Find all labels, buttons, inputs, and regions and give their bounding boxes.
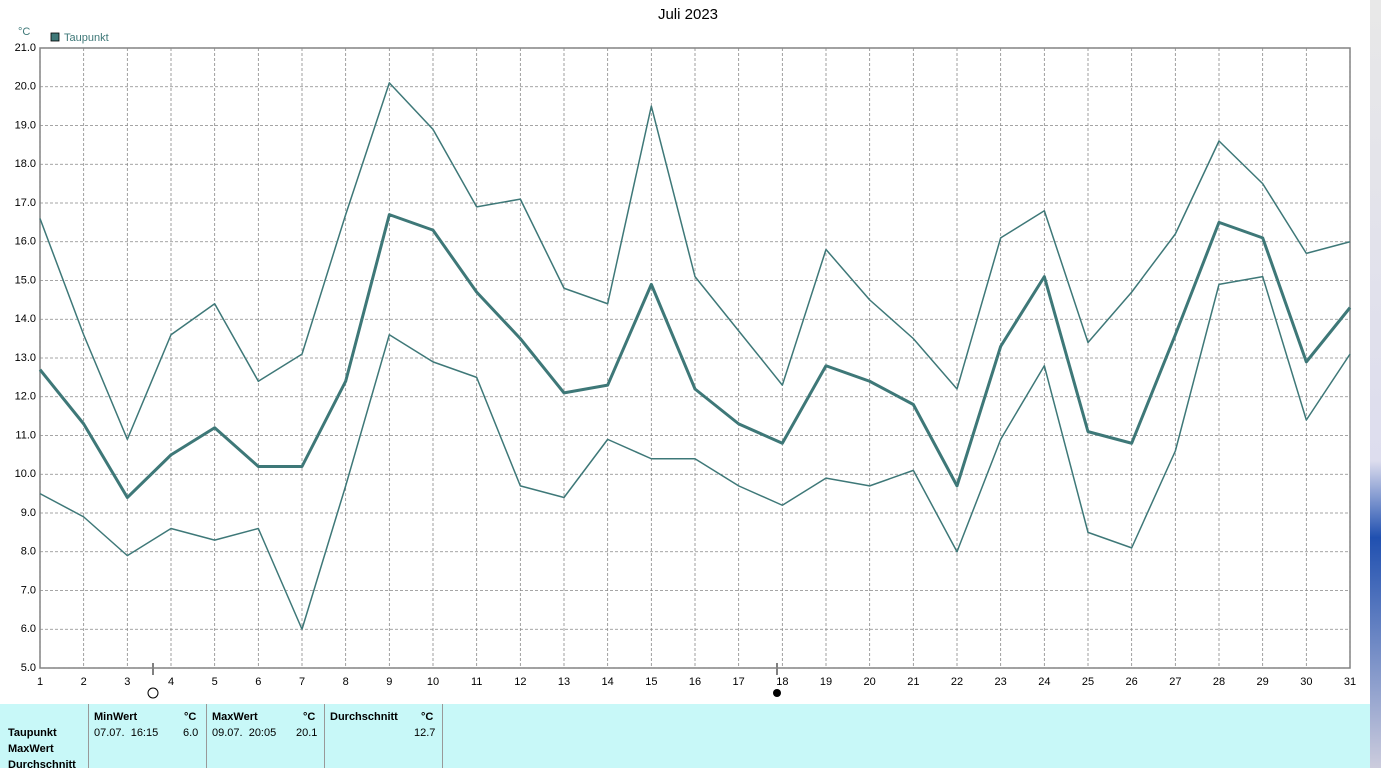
data-line <box>39 275 1351 630</box>
x-tick-label: 30 <box>1300 676 1312 688</box>
y-tick-label: 6.0 <box>21 623 36 635</box>
cell: 6.0 <box>183 727 199 739</box>
data-line <box>39 82 1351 441</box>
x-tick-label: 31 <box>1344 676 1356 688</box>
cell: 09.07. 20:05 <box>212 727 277 739</box>
y-tick-label: 11.0 <box>15 429 36 441</box>
separator <box>88 704 89 768</box>
stats-table: MinWert °C MaxWert °C Durchschnitt °C Ta… <box>0 704 1370 771</box>
cell: 12.7 <box>414 727 436 739</box>
x-tick-label: 14 <box>602 676 614 688</box>
data-line <box>38 213 1352 499</box>
y-tick-label: 15.0 <box>15 274 36 286</box>
header-cell: °C <box>184 711 197 723</box>
cell: 20.1 <box>296 727 318 739</box>
y-tick-label: 18.0 <box>15 158 36 170</box>
y-tick-label: 10.0 <box>15 468 36 480</box>
x-tick-label: 11 <box>471 676 482 688</box>
chart-title: Juli 2023 <box>658 6 718 23</box>
y-tick-label: 20.0 <box>15 81 36 93</box>
x-tick-label: 15 <box>645 676 657 688</box>
x-tick-label: 7 <box>299 676 305 688</box>
x-tick-label: 8 <box>343 676 349 688</box>
y-unit: °C <box>18 26 30 38</box>
x-tick-label: 22 <box>951 676 963 688</box>
x-tick-label: 5 <box>212 676 218 688</box>
legend-label: Taupunkt <box>64 32 109 44</box>
x-tick-label: 18 <box>776 676 788 688</box>
x-tick-label: 23 <box>995 676 1007 688</box>
x-tick-label: 16 <box>689 676 701 688</box>
x-tick-label: 17 <box>733 676 745 688</box>
y-tick-label: 16.0 <box>15 236 36 248</box>
x-tick-label: 27 <box>1169 676 1181 688</box>
y-tick-label: 21.0 <box>15 42 36 54</box>
x-tick-label: 26 <box>1126 676 1138 688</box>
x-tick-label: 21 <box>907 676 919 688</box>
row-label: MaxWert <box>8 743 54 755</box>
header-cell: Durchschnitt <box>330 711 398 723</box>
y-tick-label: 17.0 <box>15 197 36 209</box>
x-tick-label: 2 <box>81 676 87 688</box>
y-tick-label: 12.0 <box>15 391 36 403</box>
window-edge <box>1370 0 1381 768</box>
row-label: Taupunkt <box>8 727 57 739</box>
legend-swatch <box>50 32 60 42</box>
full-moon-icon <box>147 687 159 699</box>
x-tick-label: 24 <box>1038 676 1050 688</box>
y-tick-label: 5.0 <box>21 662 36 674</box>
row-label: Durchschnitt <box>8 759 76 771</box>
y-tick-label: 9.0 <box>21 507 36 519</box>
x-tick-label: 6 <box>255 676 261 688</box>
x-tick-label: 3 <box>124 676 130 688</box>
y-tick-label: 14.0 <box>15 313 36 325</box>
x-tick-label: 28 <box>1213 676 1225 688</box>
header-cell: MaxWert <box>212 711 258 723</box>
separator <box>442 704 443 768</box>
cell: 07.07. 16:15 <box>94 727 159 739</box>
x-tick-label: 1 <box>37 676 43 688</box>
x-tick-label: 4 <box>168 676 174 688</box>
x-tick-label: 9 <box>386 676 392 688</box>
x-tick-label: 12 <box>514 676 526 688</box>
y-tick-label: 19.0 <box>15 119 36 131</box>
header-cell: °C <box>303 711 316 723</box>
y-tick-label: 7.0 <box>21 584 36 596</box>
new-moon-icon <box>773 689 781 697</box>
chart: Juli 2023 °C Taupunkt 5.0 6.0 7.0 8.0 9.0 10.… <box>15 6 1356 699</box>
separator <box>206 704 207 768</box>
x-tick-label: 10 <box>427 676 439 688</box>
x-tick-label: 13 <box>558 676 570 688</box>
header-cell: MinWert <box>94 711 138 723</box>
y-tick-label: 8.0 <box>21 546 36 558</box>
separator <box>324 704 325 768</box>
x-tick-label: 29 <box>1257 676 1269 688</box>
x-tick-label: 19 <box>820 676 832 688</box>
x-tick-label: 20 <box>864 676 876 688</box>
y-tick-label: 13.0 <box>15 352 36 364</box>
x-tick-label: 25 <box>1082 676 1094 688</box>
header-cell: °C <box>421 711 434 723</box>
